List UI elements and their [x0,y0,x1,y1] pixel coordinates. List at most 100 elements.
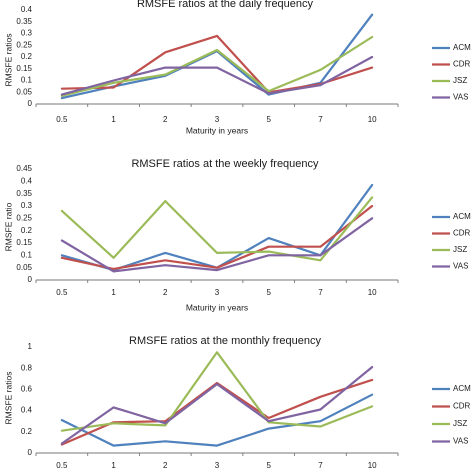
x-tick-label: 3 [215,115,220,124]
data-point [61,93,63,96]
y-tick-label: 0.3 [21,201,33,210]
y-tick-label: 0.05 [16,263,32,272]
y-tick-label: 0.8 [21,363,33,372]
data-point [112,86,115,89]
data-point [319,69,322,71]
y-tick-label: 0.2 [21,52,33,61]
x-tick-label: 0.5 [56,115,68,124]
y-tick-label: 0.3 [21,29,33,38]
x-tick-label: 3 [215,288,220,297]
data-point [216,49,218,51]
legend-label-cdr: CDR [453,229,471,238]
x-tick-label: 7 [318,115,323,124]
series-line-acm [60,393,374,447]
y-tick-label: 0.25 [16,40,32,49]
x-tick-label: 1 [111,288,116,297]
data-point [112,444,115,447]
x-tick-label: 1 [111,461,116,470]
data-point [61,87,63,90]
y-tick-label: 0.35 [16,189,32,198]
y-tick-label: 0.4 [21,406,33,415]
data-point [267,250,270,253]
data-point [267,245,270,248]
y-tick-label: 0.1 [21,250,33,259]
y-tick-label: 0.2 [21,226,33,235]
x-axis-label: Maturity in years [186,302,248,312]
data-point [371,366,373,368]
data-point [216,66,218,69]
x-tick-label: 5 [266,461,271,470]
data-point [267,254,270,257]
x-tick-label: 2 [163,115,168,124]
x-tick-label: 0.5 [56,288,68,297]
data-point [61,419,63,421]
data-point [164,51,167,54]
data-point [216,266,218,269]
data-point [216,35,218,37]
data-point [319,396,322,398]
data-point [371,56,373,58]
data-point [61,97,63,99]
data-point [164,66,167,69]
x-tick-label: 10 [368,288,377,297]
chart-title: RMSFE ratios at the daily frequency [137,0,314,10]
data-point [112,82,115,84]
data-point [371,405,373,408]
data-point [267,420,270,423]
x-tick-label: 7 [318,461,323,470]
legend-label-acm: ACM [453,212,471,221]
x-tick-label: 2 [163,461,168,470]
y-tick-label: 0.35 [16,17,32,26]
x-tick-label: 1 [111,115,116,124]
data-point [371,13,373,16]
data-point [216,269,218,271]
data-point [216,351,218,354]
data-point [319,420,322,423]
y-axis-label: RMSFE ratio [3,202,13,251]
x-axis-label: Maturity in years [186,472,248,474]
data-point [319,245,322,248]
x-tick-label: 10 [368,115,377,124]
data-point [371,66,373,69]
chart-panel-1: RMSFE ratios at the daily frequency RMSFE… [3,0,471,135]
y-tick-label: 0.15 [16,238,32,247]
series-line-acm [60,13,374,100]
data-point [164,440,167,443]
series-line-vas [60,366,374,445]
data-point [164,73,167,76]
y-tick-label: 0.25 [16,213,32,222]
data-point [319,425,322,428]
data-point [61,210,63,212]
data-point [216,444,218,447]
x-tick-label: 5 [266,288,271,297]
data-point [267,417,270,419]
data-point [371,217,373,220]
y-tick-label: 0 [28,448,33,457]
legend-label-acm: ACM [453,43,471,52]
data-point [371,393,373,396]
legend-label-vas: VAS [453,262,468,271]
data-point [371,36,373,38]
data-point [164,252,167,254]
y-tick-label: 0.4 [21,5,33,14]
data-point [112,406,115,409]
chart-panel-3: RMSFE ratios at the monthly frequency RMS… [3,335,471,474]
data-point [164,259,167,262]
y-tick-label: 0 [28,99,33,108]
data-point [112,257,115,259]
x-tick-label: 0.5 [56,461,68,470]
data-point [267,427,270,430]
data-point [112,422,115,425]
data-point [216,252,218,254]
y-tick-label: 0.4 [21,176,33,185]
x-tick-label: 10 [368,461,377,470]
data-point [371,196,373,199]
y-axis-label: RMSFE ratios [3,34,13,87]
data-point [371,379,373,381]
data-point [319,84,322,86]
data-point [61,429,63,432]
data-point [164,420,167,423]
legend-label-cdr: CDR [453,402,471,411]
chart-title: RMSFE ratios at the weekly frequency [131,158,319,170]
